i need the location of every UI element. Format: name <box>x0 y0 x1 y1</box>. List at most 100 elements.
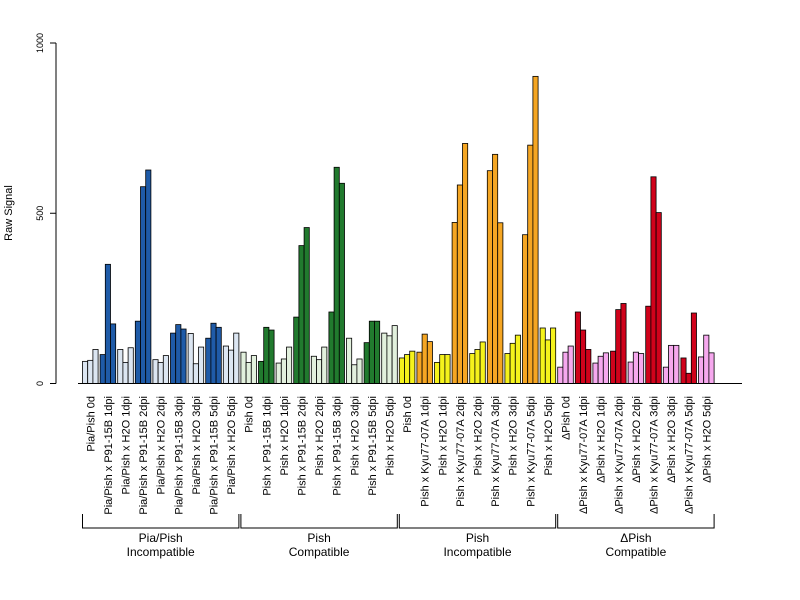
bar <box>356 358 363 384</box>
bar <box>685 372 692 384</box>
bar <box>585 349 592 384</box>
bar <box>404 354 411 384</box>
bar <box>615 309 622 384</box>
group-label-line2: Compatible <box>606 545 667 559</box>
category-label: Pish x H2O 2dpi <box>473 396 485 475</box>
bar <box>140 186 147 384</box>
category-label: Pish x H2O 1dpi <box>279 396 291 475</box>
bar <box>690 312 697 384</box>
group-label-line1: Pish <box>466 531 489 545</box>
bar <box>627 361 634 384</box>
bar <box>398 357 405 384</box>
bar <box>245 361 252 384</box>
group-bracket <box>240 514 398 529</box>
bar <box>162 355 169 384</box>
bar <box>638 353 645 384</box>
bar <box>421 333 428 384</box>
bar <box>673 344 680 384</box>
bar <box>192 363 199 384</box>
bar <box>222 345 229 384</box>
category-label: ΔPish x Kyu77-07A 2dpi <box>613 396 625 514</box>
bar <box>632 351 639 384</box>
category-labels: Pia/Pish 0d Pia/Pish x P91-15B 1dpi Pia/Pi… <box>85 396 713 515</box>
group-label-line2: Incompatible <box>443 545 511 559</box>
bar <box>298 245 305 384</box>
bar <box>338 182 345 384</box>
bar <box>462 143 469 384</box>
bar <box>110 323 117 384</box>
bar <box>381 332 388 384</box>
bar <box>532 75 539 384</box>
category-label: Pish x Kyu77-07A 1dpi <box>420 396 432 507</box>
category-label: Pish x Kyu77-07A 2dpi <box>455 396 467 507</box>
category-label: Pish x H2O 5dpi <box>543 396 555 475</box>
category-label: Pish x H2O 5dpi <box>385 396 397 475</box>
bar <box>434 361 441 384</box>
bar <box>439 354 446 384</box>
bar <box>293 316 300 384</box>
bar <box>544 339 551 384</box>
bar <box>668 344 675 384</box>
category-label: Pia/Pish x H2O 1dpi <box>121 396 133 494</box>
bar <box>240 351 247 384</box>
bar <box>198 346 205 384</box>
y-axis: 0 500 1000 <box>35 33 57 386</box>
group-bracket <box>398 514 557 529</box>
bar <box>469 353 476 384</box>
category-label: Pia/Pish x H2O 3dpi <box>191 396 203 494</box>
bar <box>104 263 111 384</box>
group-brackets: Pia/PishIncompatiblePishCompatiblePishIn… <box>82 514 715 559</box>
bar <box>557 366 564 384</box>
bar <box>127 347 134 384</box>
category-label: Pish x P91-15B 2dpi <box>297 396 309 496</box>
group-label-line1: ΔPish <box>620 531 651 545</box>
bar <box>567 345 574 384</box>
bar <box>386 335 393 384</box>
bar <box>210 322 217 384</box>
bar <box>580 329 587 384</box>
bar <box>328 311 335 384</box>
category-label: Pia/Pish x P91-15B 3dpi <box>173 396 185 515</box>
category-label: Pish x P91-15B 1dpi <box>261 396 273 496</box>
bar <box>157 361 164 384</box>
bar <box>703 334 710 384</box>
bar <box>333 166 340 384</box>
y-tick-label: 1000 <box>35 33 45 53</box>
y-tick-label: 0 <box>35 381 45 386</box>
bar <box>486 170 493 384</box>
bar <box>268 329 275 384</box>
category-label: ΔPish x Kyu77-07A 1dpi <box>578 396 590 514</box>
bar <box>117 349 124 384</box>
bar <box>550 327 557 384</box>
category-label: Pish x H2O 1dpi <box>437 396 449 475</box>
bar <box>514 334 521 384</box>
bar <box>152 359 159 384</box>
bar <box>444 354 451 384</box>
category-label: ΔPish x Kyu77-07A 3dpi <box>649 396 661 514</box>
bar <box>662 366 669 384</box>
category-label: Pia/Pish x H2O 5dpi <box>226 396 238 494</box>
group-label-line2: Compatible <box>289 545 350 559</box>
bar <box>492 153 499 384</box>
category-label: ΔPish 0d <box>561 396 573 440</box>
bar <box>145 169 152 384</box>
bar <box>205 337 212 384</box>
bar <box>316 359 323 384</box>
bar <box>87 359 94 384</box>
bar <box>708 352 715 384</box>
bar <box>187 333 194 384</box>
category-label: Pish x H2O 2dpi <box>314 396 326 475</box>
group-label-line2: Incompatible <box>127 545 195 559</box>
bar <box>346 337 353 384</box>
category-label: Pish x Kyu77-07A 3dpi <box>490 396 502 507</box>
category-label: Pia/Pish 0d <box>85 396 97 452</box>
bar <box>134 320 141 384</box>
category-label: Pia/Pish x P91-15B 2dpi <box>138 396 150 515</box>
bar <box>250 355 257 384</box>
category-label: Pish 0d <box>244 396 256 433</box>
category-label: ΔPish x H2O 1dpi <box>596 396 608 483</box>
category-label: ΔPish x H2O 2dpi <box>631 396 643 483</box>
bar <box>451 222 458 384</box>
bar <box>504 353 511 384</box>
